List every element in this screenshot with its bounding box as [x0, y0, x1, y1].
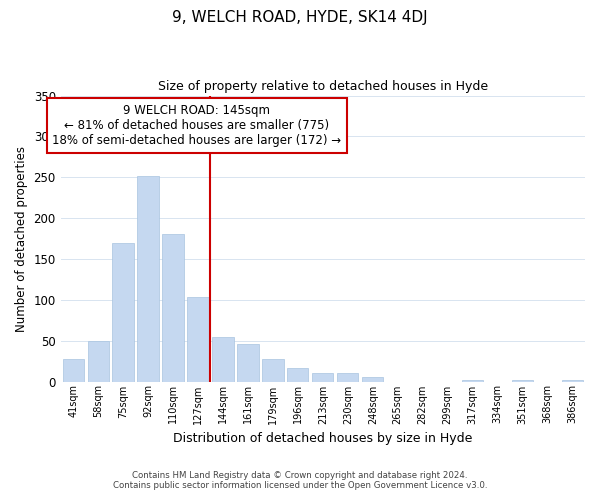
Bar: [262, 358, 284, 382]
Bar: [562, 380, 583, 382]
Bar: [512, 380, 533, 382]
Bar: [238, 344, 259, 382]
Bar: [62, 358, 84, 382]
Bar: [462, 380, 483, 382]
Bar: [337, 374, 358, 382]
Text: 9, WELCH ROAD, HYDE, SK14 4DJ: 9, WELCH ROAD, HYDE, SK14 4DJ: [172, 10, 428, 25]
Bar: [163, 234, 184, 382]
Bar: [137, 176, 158, 382]
X-axis label: Distribution of detached houses by size in Hyde: Distribution of detached houses by size …: [173, 432, 473, 445]
Bar: [88, 340, 109, 382]
Bar: [112, 242, 134, 382]
Bar: [287, 368, 308, 382]
Title: Size of property relative to detached houses in Hyde: Size of property relative to detached ho…: [158, 80, 488, 93]
Bar: [312, 372, 334, 382]
Bar: [187, 298, 209, 382]
Text: Contains HM Land Registry data © Crown copyright and database right 2024.
Contai: Contains HM Land Registry data © Crown c…: [113, 470, 487, 490]
Bar: [212, 336, 233, 382]
Bar: [362, 376, 383, 382]
Y-axis label: Number of detached properties: Number of detached properties: [15, 146, 28, 332]
Text: 9 WELCH ROAD: 145sqm
← 81% of detached houses are smaller (775)
18% of semi-deta: 9 WELCH ROAD: 145sqm ← 81% of detached h…: [52, 104, 341, 147]
